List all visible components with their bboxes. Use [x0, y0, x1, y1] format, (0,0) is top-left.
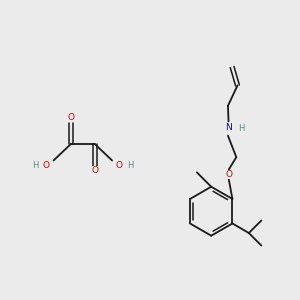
Text: N: N: [225, 123, 232, 132]
Text: H: H: [238, 124, 244, 133]
Text: O: O: [225, 170, 232, 179]
Text: H: H: [127, 161, 133, 170]
Text: O: O: [116, 161, 123, 170]
Text: H: H: [32, 161, 39, 170]
Text: O: O: [43, 161, 50, 170]
Text: O: O: [68, 113, 74, 122]
Text: O: O: [91, 166, 98, 175]
